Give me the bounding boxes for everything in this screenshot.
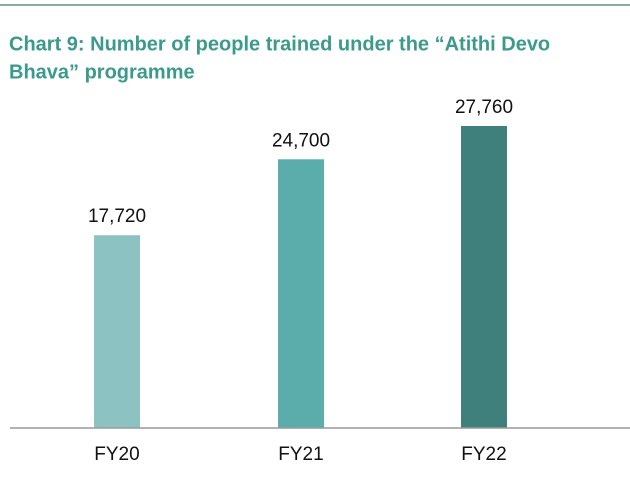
x-tick-label: FY21: [278, 444, 323, 465]
chart-title: Bhava” programme: [9, 61, 195, 83]
data-label: 24,700: [272, 130, 330, 151]
bar: [94, 235, 140, 428]
x-tick-label: FY20: [94, 444, 139, 465]
x-tick-label: FY22: [461, 444, 506, 465]
data-label: 17,720: [88, 206, 146, 227]
data-label: 27,760: [455, 97, 513, 118]
chart-title: Chart 9: Number of people trained under …: [9, 33, 550, 55]
bar: [461, 126, 507, 428]
bar: [278, 159, 324, 429]
